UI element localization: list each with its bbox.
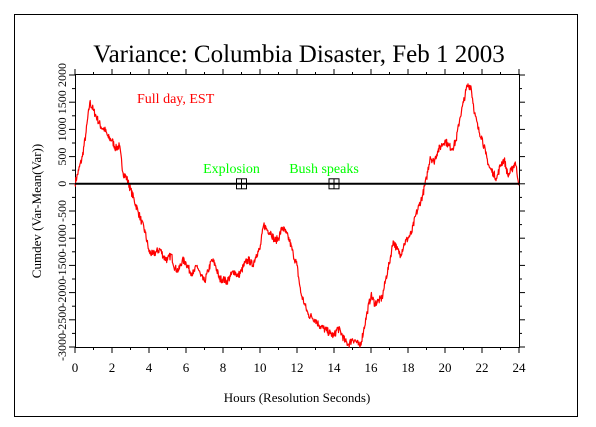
y-axis-ticks-left: [69, 74, 75, 348]
y-tick-label: 1000: [55, 117, 69, 141]
event-label: Bush speaks: [289, 162, 359, 177]
event-marker: Explosion: [203, 162, 260, 190]
x-tick-label: 6: [183, 360, 190, 375]
y-axis-ticks-right: [519, 74, 525, 348]
chart-subtitle: Full day, EST: [137, 92, 215, 107]
y-axis-tick-labels: -3000-2500-2000-1500-1000 -500 0 500 1000 150…: [55, 63, 69, 361]
annotations: Explosion Bush speaks: [203, 162, 359, 190]
y-axis-label: Cumdev (Var-Mean(Var)): [29, 144, 44, 278]
y-tick-label: -3000: [55, 333, 69, 361]
y-tick-label: -1000: [55, 224, 69, 252]
y-tick-label: -500: [55, 200, 69, 222]
x-tick-label: 20: [439, 360, 452, 375]
x-tick-label: 4: [146, 360, 153, 375]
y-tick-label: -2000: [55, 279, 69, 307]
x-axis-label: Hours (Resolution Seconds): [224, 390, 371, 405]
x-axis-tick-labels: 0 2 4 6 8 10 12 14 16 18 20 22 24: [72, 360, 526, 375]
x-tick-label: 16: [365, 360, 379, 375]
outer-frame: [14, 14, 578, 417]
x-tick-label: 10: [254, 360, 267, 375]
y-tick-label: 1500: [55, 90, 69, 114]
x-tick-label: 14: [328, 360, 342, 375]
y-tick-label: -1500: [55, 251, 69, 279]
x-axis-ticks: [74, 69, 520, 353]
event-label: Explosion: [203, 162, 260, 177]
y-tick-label: 500: [55, 148, 69, 166]
x-tick-label: 0: [72, 360, 79, 375]
chart-title: Variance: Columbia Disaster, Feb 1 2003: [93, 41, 504, 68]
y-tick-label: -2500: [55, 306, 69, 334]
x-tick-label: 12: [291, 360, 304, 375]
series-line: [74, 83, 520, 348]
x-tick-label: 8: [220, 360, 227, 375]
y-tick-label: 2000: [55, 63, 69, 87]
event-marker: Bush speaks: [289, 162, 359, 190]
x-tick-label: 2: [109, 360, 116, 375]
x-tick-label: 24: [513, 360, 527, 375]
x-tick-label: 18: [402, 360, 415, 375]
x-tick-label: 22: [476, 360, 489, 375]
y-tick-label: 0: [55, 181, 69, 187]
